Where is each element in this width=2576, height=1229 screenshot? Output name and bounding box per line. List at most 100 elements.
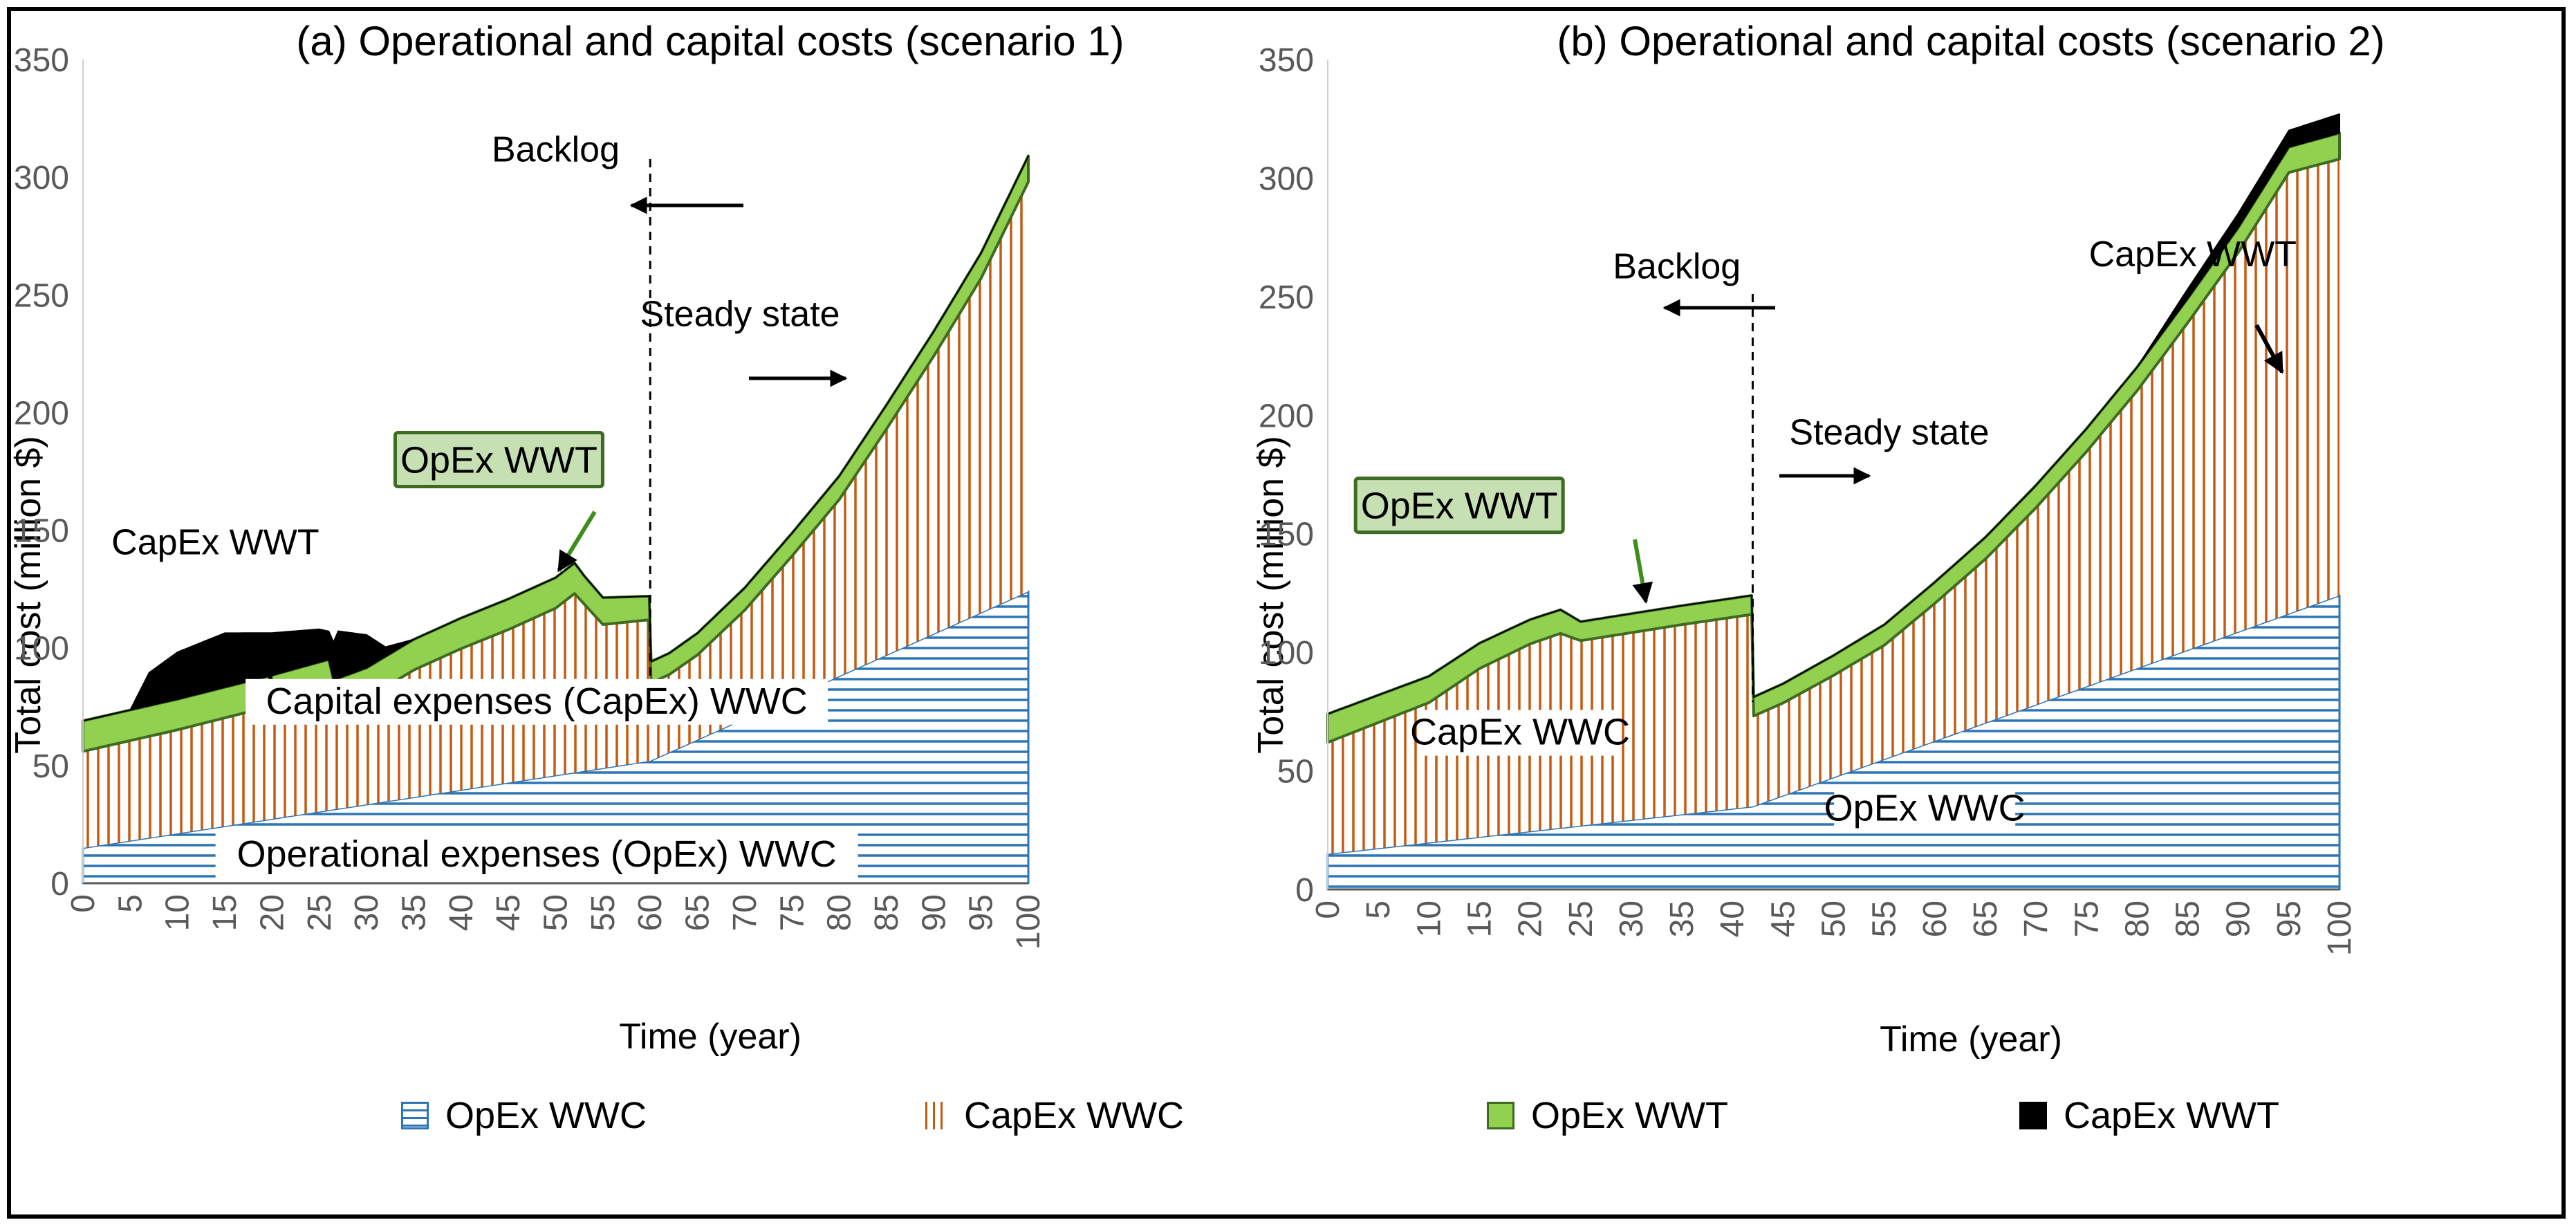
x-tick-label: 15	[207, 894, 243, 931]
x-tick-label: 30	[1613, 900, 1650, 937]
legend-label: CapEx WWC	[964, 1095, 1185, 1136]
x-tick-label: 95	[2271, 900, 2308, 937]
y-tick-label: 200	[1259, 398, 1314, 434]
annotation-label: OpEx WWT	[1361, 486, 1558, 527]
y-tick-label: 150	[1259, 517, 1314, 553]
x-tick-label: 50	[538, 894, 575, 931]
x-tick-label: 75	[2068, 900, 2105, 937]
legend-label: OpEx WWC	[445, 1095, 647, 1136]
y-tick-label: 100	[1259, 635, 1314, 672]
x-tick-label: 70	[727, 894, 763, 931]
chart-title: (a) Operational and capital costs (scena…	[296, 18, 1124, 64]
annotation-label: CapEx WWT	[2089, 234, 2297, 275]
opex-wwt-callout-arrow	[1632, 539, 1653, 604]
axes	[82, 59, 1028, 885]
area-capex-wwc	[1328, 159, 2339, 854]
x-tick-label: 10	[160, 894, 196, 931]
x-tick-label: 75	[774, 894, 810, 931]
x-tick-label: 65	[1967, 900, 2004, 937]
x-tick-label: 50	[1816, 900, 1853, 937]
x-axis-label: Time (year)	[619, 1017, 801, 1057]
x-tick-label: 35	[1664, 900, 1701, 937]
x-tick-label: 35	[396, 894, 432, 931]
opex-wwt-callout-box	[393, 430, 604, 488]
y-tick-label: 250	[14, 277, 69, 314]
y-tick-label: 0	[50, 866, 69, 903]
stacked-areas	[1326, 113, 2341, 891]
y-tick-label: 150	[14, 513, 69, 550]
legend-swatch-opex-wwt	[1487, 1102, 1514, 1129]
y-tick-labels: 0 50 100 150 200 250 300 350	[14, 42, 69, 903]
legend-item-capex-wwt: CapEx WWT	[2019, 1078, 2279, 1154]
y-tick-label: 0	[1295, 872, 1314, 909]
x-tick-label: 40	[443, 894, 480, 931]
annotation-label: Operational expenses (OpEx) WWC	[237, 833, 837, 875]
x-tick-label: 60	[632, 894, 669, 931]
x-tick-label: 20	[254, 894, 290, 931]
x-tick-label: 5	[112, 894, 149, 913]
annotation-label: Backlog	[492, 129, 620, 169]
y-tick-label: 350	[14, 42, 69, 79]
legend-swatch-capex-wwt	[2019, 1102, 2047, 1129]
x-tick-label: 85	[869, 894, 905, 931]
x-tick-label: 100	[2322, 900, 2358, 956]
annotation-label: CapEx WWT	[111, 523, 319, 563]
x-tick-label: 90	[2221, 900, 2257, 937]
y-tick-label: 300	[1259, 160, 1314, 197]
x-tick-label: 40	[1714, 900, 1751, 937]
x-tick-label: 55	[1866, 900, 1903, 937]
legend-item-opex-wwc: OpEx WWC	[401, 1078, 647, 1154]
x-tick-label: 55	[585, 894, 622, 931]
legend-swatch-opex-wwc	[401, 1102, 429, 1129]
area-capex-wwt	[1327, 113, 2340, 715]
y-tick-labels: 0 50 100 150 200 250 300 350	[1259, 42, 1314, 909]
chart-scenario-2: (b) Operational and capital costs (scena…	[1251, 18, 2385, 1060]
stacked-areas	[82, 154, 1030, 885]
annotation-label: OpEx WWT	[400, 439, 597, 481]
chart-title: (b) Operational and capital costs (scena…	[1557, 18, 2384, 64]
x-tick-label: 80	[822, 894, 858, 931]
axes	[1327, 59, 2339, 891]
annotation-bg	[1834, 786, 2016, 832]
annotation-label: Steady state	[1789, 412, 1989, 452]
x-tick-label: 25	[1563, 900, 1600, 937]
x-tick-label: 30	[349, 894, 385, 931]
x-tick-label: 20	[1512, 900, 1549, 937]
annotation-label: Capital expenses (CapEx) WWC	[266, 681, 808, 722]
y-tick-label: 250	[1259, 279, 1314, 316]
x-axis-label: Time (year)	[1880, 1019, 2062, 1060]
y-tick-label: 300	[14, 160, 69, 196]
legend: OpEx WWC CapEx WWC OpEx WWT CapEx WWT	[0, 1078, 2576, 1154]
legend-label: CapEx WWT	[2064, 1095, 2280, 1136]
area-capex-wwt	[82, 155, 1029, 722]
annotations: CapEx WWT OpEx WWT Capital expenses (CapEx…	[111, 129, 858, 878]
annotation-label: OpEx WWC	[1824, 787, 2026, 829]
x-tick-label: 100	[1010, 894, 1047, 950]
y-axis-label: Total cost (million $)	[8, 436, 48, 753]
x-tick-label: 95	[963, 894, 1000, 931]
y-tick-label: 200	[14, 395, 69, 432]
capex-wwt-callout-arrow	[2254, 324, 2284, 374]
x-tick-label: 85	[2170, 900, 2207, 937]
x-tick-label: 25	[302, 894, 338, 931]
y-tick-label: 100	[14, 631, 69, 667]
x-tick-label: 45	[1765, 900, 1801, 937]
annotations: OpEx WWT CapEx WWC OpEx WWC Backlog Steady s…	[1353, 234, 2297, 832]
x-tick-label: 65	[680, 894, 716, 931]
legend-swatch-capex-wwc	[920, 1102, 947, 1129]
x-tick-labels: 0 5 10 15 20 25 30 35 40 45 50 55 60 65 70 75 80 85 90 95 10…	[1310, 900, 2358, 956]
opex-wwt-callout-arrow	[557, 510, 597, 573]
x-tick-label: 0	[65, 894, 102, 913]
annotation-label: Steady state	[640, 295, 840, 335]
legend-item-capex-wwc: CapEx WWC	[920, 1078, 1184, 1154]
x-tick-label: 5	[1360, 900, 1397, 919]
x-tick-label: 80	[2119, 900, 2156, 937]
x-tick-label: 15	[1461, 900, 1498, 937]
legend-label: OpEx WWT	[1531, 1095, 1728, 1136]
annotation-label: Backlog	[1613, 246, 1741, 286]
x-tick-label: 90	[916, 894, 952, 931]
annotation-label: CapEx WWC	[1410, 712, 1630, 753]
x-tick-label: 0	[1310, 900, 1346, 919]
annotation-bg	[215, 831, 858, 878]
